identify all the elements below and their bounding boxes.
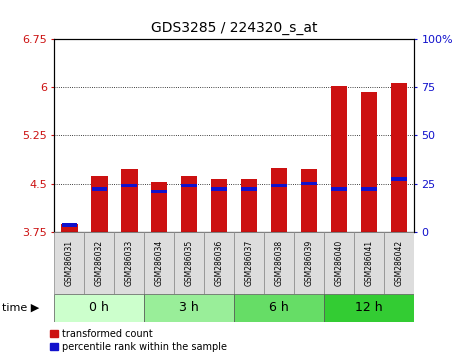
Bar [84, 232, 114, 294]
Text: 3 h: 3 h [179, 302, 199, 314]
Bar [354, 232, 384, 294]
Bar [331, 187, 347, 190]
Text: GSM286032: GSM286032 [95, 240, 104, 286]
Bar [271, 184, 287, 187]
Text: time ▶: time ▶ [2, 303, 40, 313]
Bar [91, 187, 107, 190]
Bar [181, 184, 197, 187]
Bar [324, 232, 354, 294]
Bar [204, 232, 234, 294]
Bar [271, 167, 287, 232]
Text: GSM286031: GSM286031 [65, 240, 74, 286]
Bar [151, 190, 167, 193]
Bar [122, 184, 137, 187]
Bar [241, 187, 257, 190]
Bar [301, 182, 317, 185]
Bar [211, 179, 228, 232]
Text: GSM286035: GSM286035 [184, 240, 194, 286]
Bar [54, 232, 84, 294]
Text: GSM286036: GSM286036 [215, 240, 224, 286]
Bar [324, 294, 414, 322]
Bar [61, 223, 77, 227]
Bar [384, 232, 414, 294]
Text: GSM286033: GSM286033 [125, 240, 134, 286]
Text: 0 h: 0 h [89, 302, 109, 314]
Title: GDS3285 / 224320_s_at: GDS3285 / 224320_s_at [151, 21, 317, 35]
Bar [264, 232, 294, 294]
Bar [391, 83, 407, 232]
Bar [181, 176, 197, 232]
Bar [361, 187, 377, 190]
Text: GSM286038: GSM286038 [274, 240, 284, 286]
Text: 12 h: 12 h [355, 302, 383, 314]
Bar [144, 294, 234, 322]
Text: GSM286041: GSM286041 [364, 240, 374, 286]
Bar [91, 176, 107, 232]
Legend: transformed count, percentile rank within the sample: transformed count, percentile rank withi… [50, 329, 228, 352]
Text: 6 h: 6 h [269, 302, 289, 314]
Bar [241, 179, 257, 232]
Bar [234, 232, 264, 294]
Text: GSM286034: GSM286034 [155, 240, 164, 286]
Text: GSM286042: GSM286042 [394, 240, 403, 286]
Bar [54, 294, 144, 322]
Text: GSM286039: GSM286039 [305, 240, 314, 286]
Text: GSM286037: GSM286037 [245, 240, 254, 286]
Bar [294, 232, 324, 294]
Bar [331, 86, 347, 232]
Bar [61, 223, 78, 232]
Bar [144, 232, 174, 294]
Bar [361, 92, 377, 232]
Bar [174, 232, 204, 294]
Bar [301, 170, 317, 232]
Text: GSM286040: GSM286040 [334, 240, 343, 286]
Bar [151, 182, 167, 232]
Bar [391, 177, 407, 181]
Bar [121, 170, 138, 232]
Bar [211, 187, 227, 190]
Bar [114, 232, 144, 294]
Bar [234, 294, 324, 322]
